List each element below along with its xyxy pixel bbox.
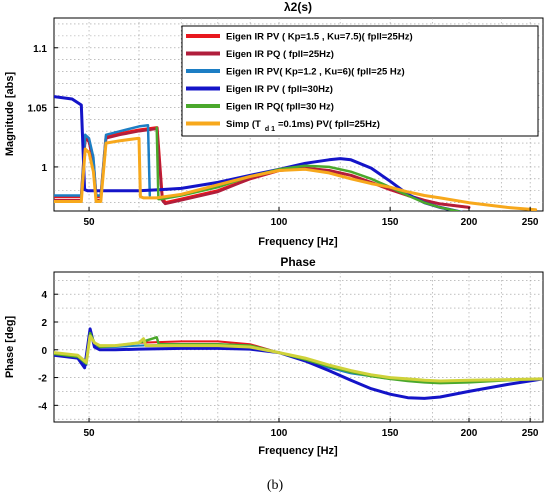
phase-xtick-label: 100 <box>271 428 288 439</box>
phase-chart: 50 100 150 200 250 4 2 0 -2 -4 Phase Frequency [H… <box>4 255 544 457</box>
phase-series <box>54 327 543 400</box>
magnitude-xtick-label: 200 <box>461 217 478 228</box>
phase-xtick-label: 200 <box>461 428 478 439</box>
magnitude-ticks: 50 100 150 200 250 1.1 1.05 1 <box>28 44 539 228</box>
phase-ytick-label: 0 <box>41 346 47 357</box>
magnitude-xtick-label: 150 <box>382 217 399 228</box>
phase-ytick-label: 4 <box>41 290 47 301</box>
magnitude-xtick-label: 250 <box>522 217 539 228</box>
magnitude-ytick-label: 1 <box>41 163 47 174</box>
phase-plot-area <box>53 271 544 423</box>
phase-xtick-label: 150 <box>382 428 399 439</box>
phase-xlabel: Frequency [Hz] <box>258 445 338 457</box>
magnitude-title: λ2(s) <box>284 0 312 14</box>
phase-xtick-label: 50 <box>83 428 95 439</box>
phase-series-5-line <box>54 334 543 383</box>
magnitude-xlabel: Frequency [Hz] <box>258 236 338 248</box>
legend-label-5: Eigen IR PQ( fpll=30 Hz) <box>226 102 334 113</box>
magnitude-ylabel: Magnitude [abs] <box>4 72 16 157</box>
phase-ytick-label: -4 <box>38 401 47 412</box>
magnitude-chart: 50 100 150 200 250 1.1 1.05 1 λ2(s) Frequency [… <box>4 0 544 248</box>
legend-label-2: Eigen IR PQ ( fpll=25Hz) <box>226 49 334 60</box>
magnitude-xtick-label: 50 <box>83 217 95 228</box>
phase-ticks: 50 100 150 200 250 4 2 0 -2 -4 <box>38 290 539 439</box>
magnitude-series-6-line <box>54 136 538 211</box>
magnitude-series <box>54 95 538 211</box>
phase-title: Phase <box>280 255 316 269</box>
phase-ytick-label: -2 <box>38 374 47 385</box>
legend-label-1: Eigen IR PV ( Kp=1.5 , Ku=7.5)( fpll=25H… <box>226 32 413 43</box>
legend-box <box>181 25 539 137</box>
legend-label-4: Eigen IR PV ( fpll=30Hz) <box>226 84 333 95</box>
magnitude-xtick-label: 100 <box>271 217 288 228</box>
phase-ytick-label: 2 <box>41 318 47 329</box>
phase-ylabel: Phase [deg] <box>4 315 16 378</box>
magnitude-ytick-label: 1.1 <box>33 44 47 55</box>
phase-xtick-label: 250 <box>522 428 539 439</box>
magnitude-series-4-line <box>54 95 463 211</box>
magnitude-ytick-label: 1.05 <box>28 103 48 114</box>
legend: Eigen IR PV ( Kp=1.5 , Ku=7.5)( fpll=25H… <box>181 25 539 137</box>
legend-label-3: Eigen IR PV( Kp=1.2 , Ku=6)( fpll=25 Hz) <box>226 67 405 78</box>
figure-caption: (b) <box>267 478 284 493</box>
magnitude-series-3-line <box>54 123 152 197</box>
